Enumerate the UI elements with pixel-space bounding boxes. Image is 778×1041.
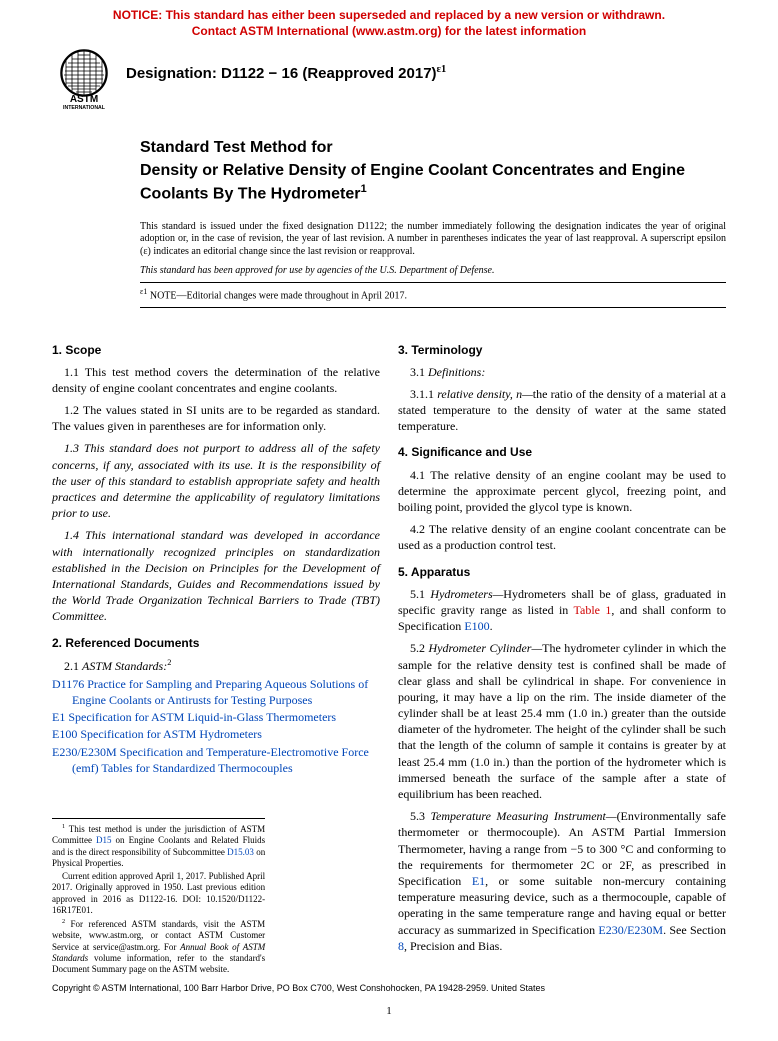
copyright: Copyright © ASTM International, 100 Barr… xyxy=(0,982,778,994)
significance-head: 4. Significance and Use xyxy=(398,444,726,460)
terminology-head: 3. Terminology xyxy=(398,342,726,358)
editorial-note: ɛ1 NOTE—Editorial changes were made thro… xyxy=(140,287,726,303)
ref-code: E1 xyxy=(52,710,65,724)
apparatus-p1: 5.1 Hydrometers—Hydrometers shall be of … xyxy=(398,586,726,635)
refdocs-lead: 2.1 ASTM Standards:2 xyxy=(52,657,380,674)
footnote-1b: Current edition approved April 1, 2017. … xyxy=(52,871,265,916)
title-sup: 1 xyxy=(360,183,366,195)
footer: Copyright © ASTM International, 100 Barr… xyxy=(0,982,778,1019)
apparatus-head: 5. Apparatus xyxy=(398,564,726,580)
divider-top xyxy=(140,282,726,283)
ref-code: E100 xyxy=(52,727,77,741)
ref-code: D1176 xyxy=(52,677,84,691)
significance-p2: 4.2 The relative density of an engine co… xyxy=(398,521,726,553)
link-e100[interactable]: E100 xyxy=(464,619,489,633)
scope-head: 1. Scope xyxy=(52,342,380,358)
significance-p1: 4.1 The relative density of an engine co… xyxy=(398,467,726,516)
svg-text:ASTM: ASTM xyxy=(70,94,98,105)
ref-text: Practice for Sampling and Preparing Aque… xyxy=(72,677,368,707)
astm-logo: ASTM INTERNATIONAL xyxy=(52,49,116,111)
approval-note: This standard has been approved for use … xyxy=(140,264,726,278)
scope-p4: 1.4 This international standard was deve… xyxy=(52,527,380,624)
ref-text: Specification and Temperature-Electromot… xyxy=(72,745,369,775)
designation-text: Designation: D1122 − 16 (Reapproved 2017… xyxy=(126,65,437,82)
footnote-link-d1503[interactable]: D15.03 xyxy=(227,847,254,857)
designation-epsilon: ɛ1 xyxy=(437,64,447,75)
ref-text: Specification for ASTM Liquid-in-Glass T… xyxy=(65,710,336,724)
left-column: 1. Scope 1.1 This test method covers the… xyxy=(52,332,380,978)
scope-p3: 1.3 This standard does not purport to ad… xyxy=(52,440,380,521)
link-table1[interactable]: Table 1 xyxy=(574,603,612,617)
refdocs-head: 2. Referenced Documents xyxy=(52,635,380,651)
ref-code: E230/E230M xyxy=(52,745,117,759)
ref-item-d1176[interactable]: D1176 Practice for Sampling and Preparin… xyxy=(52,676,380,708)
title-main-text: Density or Relative Density of Engine Co… xyxy=(140,162,685,202)
refdocs-lead-num: 2.1 xyxy=(64,659,82,673)
footnote-1: 1 This test method is under the jurisdic… xyxy=(52,823,265,869)
terminology-p1: 3.1 Definitions: xyxy=(398,364,726,380)
terminology-p2: 3.1.1 relative density, n—the ratio of t… xyxy=(398,386,726,435)
title-pre: Standard Test Method for xyxy=(140,137,726,159)
footnote-link-d15[interactable]: D15 xyxy=(96,835,112,845)
ref-text: Specification for ASTM Hydrometers xyxy=(77,727,262,741)
apparatus-p3: 5.3 Temperature Measuring Instrument—(En… xyxy=(398,808,726,954)
scope-p1: 1.1 This test method covers the determin… xyxy=(52,364,380,396)
right-column: 3. Terminology 3.1 Definitions: 3.1.1 re… xyxy=(398,332,726,978)
refdocs-lead-sup: 2 xyxy=(167,658,171,667)
issued-note: This standard is issued under the fixed … xyxy=(140,221,726,259)
footnote-2: 2 For referenced ASTM standards, visit t… xyxy=(52,918,265,975)
ref-item-e100[interactable]: E100 Specification for ASTM Hydrometers xyxy=(52,726,380,742)
notice-line2: Contact ASTM International (www.astm.org… xyxy=(192,24,586,38)
designation: Designation: D1122 − 16 (Reapproved 2017… xyxy=(126,63,446,84)
ref-item-e230[interactable]: E230/E230M Specification and Temperature… xyxy=(52,744,380,776)
notice-line1: NOTICE: This standard has either been su… xyxy=(113,8,665,22)
notice-banner: NOTICE: This standard has either been su… xyxy=(0,0,778,43)
header: ASTM INTERNATIONAL Designation: D1122 − … xyxy=(0,43,778,111)
link-e230[interactable]: E230/E230M xyxy=(598,923,663,937)
svg-text:INTERNATIONAL: INTERNATIONAL xyxy=(63,105,106,111)
refdocs-lead-text: ASTM Standards: xyxy=(82,659,167,673)
body-columns: 1. Scope 1.1 This test method covers the… xyxy=(0,312,778,978)
title-main: Density or Relative Density of Engine Co… xyxy=(140,161,726,205)
apparatus-p2: 5.2 Hydrometer Cylinder—The hydrometer c… xyxy=(398,640,726,802)
link-e1[interactable]: E1 xyxy=(472,874,485,888)
scope-p2: 1.2 The values stated in SI units are to… xyxy=(52,402,380,434)
editorial-body: NOTE—Editorial changes were made through… xyxy=(147,290,407,301)
ref-item-e1[interactable]: E1 Specification for ASTM Liquid-in-Glas… xyxy=(52,709,380,725)
title-block: Standard Test Method for Density or Rela… xyxy=(0,111,778,205)
divider-bottom xyxy=(140,307,726,308)
page-number: 1 xyxy=(0,1004,778,1019)
footnotes: 1 This test method is under the jurisdic… xyxy=(52,818,265,975)
